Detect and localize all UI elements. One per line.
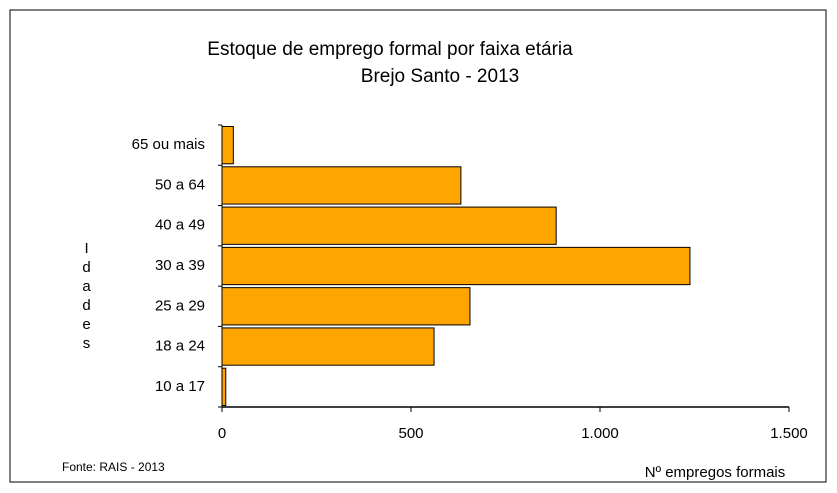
bar (221, 246, 691, 286)
bar (221, 206, 557, 245)
y-tick-label: 30 a 39 (155, 257, 205, 274)
chart-subtitle: Brejo Santo - 2013 (361, 66, 519, 87)
y-tick-label: 18 a 24 (155, 338, 205, 355)
x-tick-label: 1.500 (770, 425, 808, 442)
chart-border (9, 9, 827, 483)
y-axis-label: Idades (78, 240, 95, 354)
chart-title: Estoque de emprego formal por faixa etár… (207, 39, 573, 60)
bar (221, 126, 234, 165)
source-note: Fonte: RAIS - 2013 (62, 460, 165, 474)
bar (221, 367, 227, 407)
bar (221, 287, 471, 326)
y-tick-label: 40 a 49 (155, 217, 205, 234)
x-tick-label: 500 (398, 425, 423, 442)
x-tick-label: 1.000 (581, 425, 619, 442)
y-tick-label: 10 a 17 (155, 378, 205, 395)
y-tick-label: 25 a 29 (155, 297, 205, 314)
bar (221, 166, 462, 205)
y-tick-label: 50 a 64 (155, 176, 205, 193)
x-tick-label: 0 (218, 425, 226, 442)
y-tick-label: 65 ou mais (132, 136, 205, 153)
bar (221, 327, 435, 366)
x-axis-label: Nº empregos formais (645, 464, 786, 481)
